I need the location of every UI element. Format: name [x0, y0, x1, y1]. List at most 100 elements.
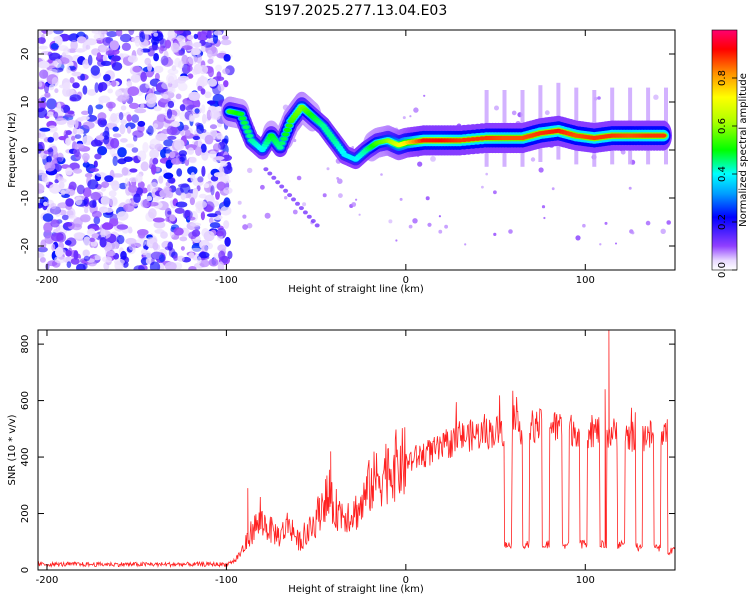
- noise-blob: [120, 119, 128, 125]
- noise-blob: [167, 177, 176, 184]
- noise-blob: [73, 168, 83, 174]
- colorbar-tick-label: 0.4: [717, 166, 728, 182]
- noise-blob: [210, 185, 215, 196]
- noise-blob: [201, 104, 206, 114]
- noise-blob: [188, 266, 197, 270]
- noise-blob: [61, 214, 69, 221]
- spectrogram-y-axis-label: Frequency (Hz): [7, 112, 18, 188]
- ridge-blob: [237, 111, 245, 117]
- noise-blob: [38, 252, 45, 258]
- snr-y-tick-label: 800: [20, 335, 31, 354]
- noise-speck: [423, 94, 426, 97]
- noise-speck: [408, 224, 413, 229]
- noise-blob: [158, 45, 164, 54]
- noise-blob: [167, 68, 179, 75]
- noise-blob: [94, 82, 99, 93]
- noise-speck: [543, 216, 546, 220]
- noise-blob: [131, 114, 139, 123]
- noise-blob: [76, 36, 87, 44]
- noise-blob: [104, 250, 116, 257]
- noise-blob: [79, 214, 91, 223]
- noise-blob: [94, 153, 102, 160]
- noise-blob: [68, 61, 74, 68]
- noise-blob: [120, 105, 127, 111]
- noise-speck: [302, 202, 307, 207]
- noise-speck: [430, 156, 436, 162]
- noise-blob: [220, 39, 232, 46]
- spectrogram-frame: [37, 29, 676, 271]
- noise-blob: [97, 118, 103, 126]
- noise-blob: [223, 80, 229, 88]
- noise-blob: [136, 47, 144, 56]
- noise-blob: [44, 92, 51, 98]
- colorbar: 0.0 0.2 0.4 0.6 0.8 Normalized spectral ampl…: [711, 29, 749, 278]
- trail-blob: [275, 180, 281, 185]
- noise-blob: [125, 198, 132, 205]
- noise-blob: [201, 165, 206, 177]
- noise-blob: [171, 42, 180, 53]
- colorbar-tick-label: 0.2: [717, 214, 728, 230]
- noise-blob: [192, 47, 202, 55]
- noise-speck: [541, 205, 546, 209]
- snr-x-tick-label: 100: [576, 575, 595, 586]
- noise-blob: [52, 131, 59, 141]
- noise-blob: [93, 216, 101, 225]
- noise-blob: [83, 198, 89, 205]
- noise-blob: [89, 237, 96, 243]
- noise-blob: [102, 135, 110, 145]
- noise-blob: [224, 135, 229, 145]
- noise-blob: [53, 58, 62, 69]
- noise-speck: [438, 229, 443, 234]
- noise-blob: [212, 143, 221, 152]
- noise-blob: [223, 197, 231, 208]
- noise-blob: [180, 192, 187, 201]
- noise-blob: [216, 181, 226, 191]
- noise-blob: [129, 168, 138, 173]
- noise-blob: [179, 156, 185, 162]
- noise-blob: [58, 181, 65, 189]
- noise-blob: [50, 202, 57, 210]
- noise-blob: [139, 31, 145, 43]
- trail-blob: [310, 219, 316, 223]
- noise-blob: [87, 228, 96, 235]
- noise-blob: [90, 65, 101, 76]
- noise-blob: [153, 32, 159, 37]
- noise-blob: [46, 111, 54, 117]
- noise-blob: [213, 172, 224, 178]
- ridge-blob: [282, 132, 290, 137]
- noise-blob: [202, 113, 207, 124]
- ridge-blob: [244, 129, 252, 134]
- noise-blob: [116, 234, 125, 245]
- noise-blob: [70, 39, 78, 51]
- noise-speck: [247, 167, 253, 174]
- noise-blob: [38, 31, 42, 38]
- noise-blob: [146, 201, 159, 207]
- noise-blob: [204, 91, 212, 99]
- noise-blob: [84, 173, 93, 178]
- noise-blob: [54, 88, 59, 94]
- noise-speck: [599, 243, 602, 246]
- snr-y-tick-label: 600: [20, 391, 31, 410]
- noise-blob: [180, 246, 185, 251]
- noise-blob: [70, 258, 80, 265]
- noise-speck: [417, 161, 423, 167]
- noise-blob: [67, 119, 77, 126]
- noise-blob: [215, 191, 220, 200]
- noise-blob: [192, 135, 201, 141]
- noise-blob: [223, 220, 230, 229]
- noise-blob: [148, 45, 160, 51]
- noise-blob: [147, 63, 153, 72]
- noise-speck: [242, 224, 249, 230]
- noise-blob: [213, 156, 225, 161]
- noise-blob: [186, 65, 193, 72]
- snr-panel: -200 -100 0 100 0 200 400 600 800 Height of stra…: [7, 329, 676, 595]
- noise-blob: [98, 82, 108, 91]
- chart-title: S197.2025.277.13.04.E03: [265, 3, 448, 19]
- trail-blob: [271, 175, 277, 180]
- noise-blob: [75, 48, 86, 53]
- noise-blob: [64, 240, 72, 246]
- noise-blob: [196, 53, 202, 64]
- noise-blob: [142, 142, 149, 153]
- noise-blob: [135, 173, 143, 183]
- noise-blob: [149, 182, 159, 192]
